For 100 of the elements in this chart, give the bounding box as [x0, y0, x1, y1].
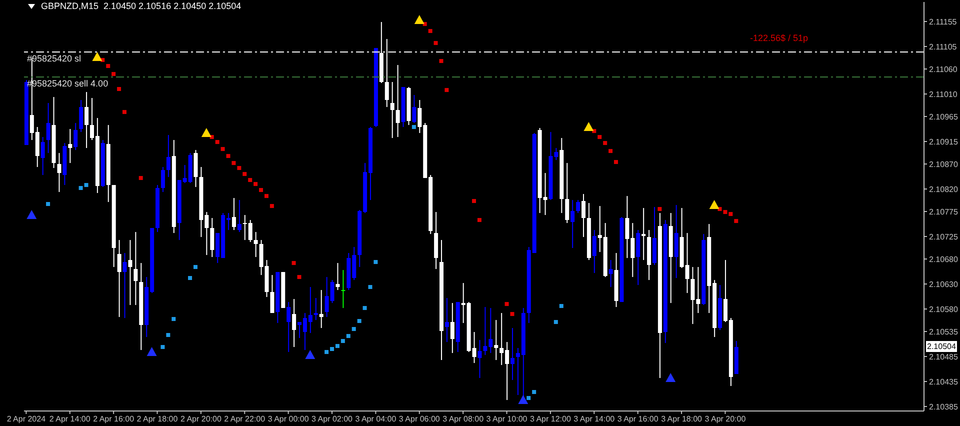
- x-tick-label: 3 Apr 02:00: [312, 414, 354, 424]
- point: [728, 212, 733, 216]
- point: [352, 327, 356, 331]
- x-tick-label: 3 Apr 16:00: [617, 414, 659, 424]
- annotation: -122.56$ / 51p: [750, 33, 808, 43]
- y-tick-label: 2.10485: [929, 352, 958, 362]
- point: [226, 154, 230, 158]
- point: [84, 183, 88, 187]
- candlestick: [84, 92, 89, 148]
- x-tick-label: 3 Apr 00:00: [268, 414, 310, 424]
- candlestick: [581, 194, 586, 238]
- candlestick: [390, 82, 394, 138]
- candlestick: [166, 134, 170, 178]
- point: [117, 87, 122, 91]
- point: [340, 339, 345, 343]
- y-tick-label: 2.10870: [929, 160, 958, 169]
- point: [608, 149, 613, 153]
- y-tick-label: 2.10385: [929, 402, 958, 412]
- point: [554, 320, 558, 324]
- point: [305, 350, 316, 359]
- candlestick: [292, 298, 296, 348]
- point: [603, 141, 608, 145]
- point: [46, 202, 50, 206]
- point: [718, 207, 722, 211]
- point: [346, 334, 350, 338]
- point: [439, 59, 444, 63]
- point: [422, 22, 427, 26]
- point: [172, 317, 176, 321]
- point: [477, 218, 482, 222]
- point: [297, 275, 302, 279]
- x-tick-label: 2 Apr 16:00: [93, 414, 135, 424]
- point: [614, 160, 618, 164]
- candlestick: [336, 262, 340, 290]
- candlestick: [576, 200, 580, 214]
- point: [242, 172, 247, 176]
- ref-line-label: #95825420 sl: [27, 53, 82, 64]
- point: [335, 344, 340, 348]
- candlestick: [642, 208, 646, 260]
- candlestick: [314, 298, 318, 320]
- point: [193, 265, 198, 269]
- point: [220, 147, 225, 151]
- candlestick: [494, 320, 498, 360]
- chart-title: GBPNZD,M15 2.10450 2.10516 2.10450 2.10504: [41, 1, 242, 11]
- point: [709, 200, 720, 209]
- y-tick-label: 2.11155: [929, 17, 958, 26]
- candlestick: [270, 274, 274, 314]
- candlestick: [40, 136, 45, 176]
- point: [658, 207, 662, 211]
- x-tick-label: 2 Apr 18:00: [136, 414, 178, 424]
- point: [734, 219, 738, 223]
- point: [532, 390, 536, 394]
- candlestick: [74, 122, 78, 150]
- x-tick-label: 2 Apr 22:00: [224, 414, 266, 424]
- candlestick: [608, 260, 613, 288]
- y-tick-label: 2.11060: [929, 64, 958, 74]
- candlestick: [237, 200, 242, 232]
- candlestick: [128, 240, 132, 306]
- point: [146, 347, 157, 356]
- point: [723, 210, 728, 214]
- point: [78, 186, 83, 190]
- candlestick: [510, 328, 514, 380]
- x-tick-label: 3 Apr 06:00: [398, 414, 440, 424]
- candlestick: [674, 204, 678, 278]
- candlestick: [341, 270, 346, 308]
- point: [122, 110, 126, 114]
- point: [26, 210, 37, 219]
- candlestick: [450, 302, 454, 354]
- point: [92, 52, 102, 61]
- point: [504, 302, 509, 306]
- point: [166, 333, 170, 337]
- x-tick-label: 3 Apr 12:00: [530, 414, 572, 424]
- candlestick: [396, 64, 400, 138]
- point: [270, 204, 274, 208]
- point: [584, 122, 594, 131]
- x-tick-label: 3 Apr 18:00: [661, 414, 703, 424]
- point: [324, 350, 329, 354]
- candlestick: [57, 152, 62, 192]
- y-tick-label: 2.10775: [929, 207, 958, 216]
- point: [444, 88, 449, 92]
- point: [215, 140, 220, 144]
- point: [201, 128, 212, 137]
- point: [254, 182, 258, 186]
- point: [598, 135, 602, 139]
- point: [188, 276, 192, 280]
- point: [666, 373, 676, 382]
- x-tick-label: 3 Apr 20:00: [704, 414, 746, 424]
- point: [259, 188, 264, 192]
- point: [330, 347, 334, 351]
- candlestick: [444, 298, 449, 342]
- point: [112, 72, 116, 76]
- x-tick-label: 3 Apr 14:00: [574, 414, 616, 424]
- candlestick: [232, 198, 236, 230]
- point: [434, 41, 438, 45]
- candlestick: [636, 230, 640, 286]
- point: [412, 125, 416, 129]
- candlestick: [194, 150, 198, 188]
- point: [138, 176, 143, 180]
- y-tick-label: 2.10820: [929, 184, 958, 194]
- x-tick-label: 3 Apr 04:00: [355, 414, 397, 424]
- candlestick: [160, 166, 165, 192]
